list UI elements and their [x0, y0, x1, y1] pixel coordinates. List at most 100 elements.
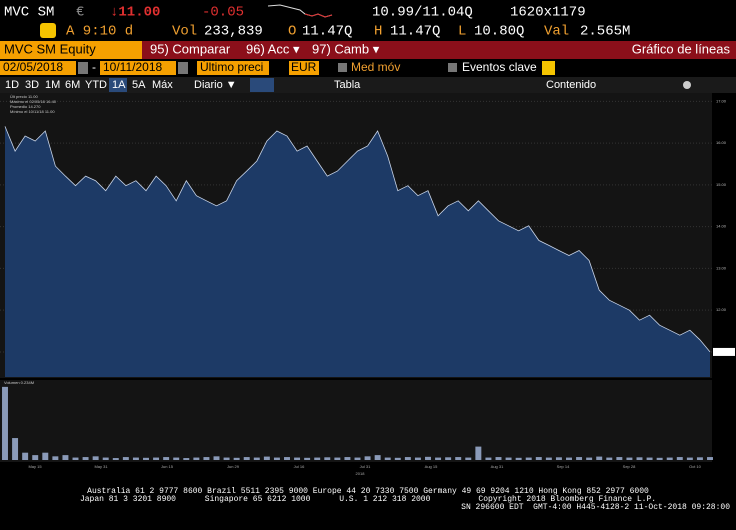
- volume-bar: [284, 457, 290, 460]
- y-tick-label: 16.00: [716, 140, 727, 145]
- open-label: O: [288, 24, 296, 40]
- checkbox[interactable]: [338, 63, 347, 72]
- volume-bar: [163, 457, 170, 460]
- legend-entry: Promedio 14.270: [10, 104, 41, 109]
- y-tick-label: 14.00: [716, 224, 727, 229]
- line-tool[interactable]: [250, 78, 274, 92]
- volume-bar: [465, 457, 472, 460]
- volume-bar: [374, 455, 381, 460]
- start-date: 02/05/2018: [3, 60, 63, 74]
- period-button[interactable]: 6M: [65, 79, 80, 91]
- clock-icon: [40, 23, 56, 38]
- content-button[interactable]: Contenido: [546, 79, 596, 91]
- ticker: MVC SM: [4, 5, 54, 21]
- table-button[interactable]: Tabla: [334, 79, 361, 91]
- x-tick-label: Oct 10: [689, 464, 702, 469]
- volume-bar: [122, 457, 129, 460]
- volume-bar: [576, 457, 583, 460]
- end-input[interactable]: [100, 61, 176, 75]
- time: A 9:10 d: [66, 24, 133, 40]
- events: Eventos clave: [462, 60, 537, 74]
- volume-bar: [425, 456, 431, 460]
- volume-bar: [213, 456, 220, 460]
- y-tick-label: 12.00: [716, 307, 727, 312]
- volume-bar: [707, 457, 713, 460]
- volume-panel: [0, 380, 712, 462]
- volume-bar: [82, 457, 89, 460]
- open: 11.47Q: [302, 24, 352, 40]
- calendar-icon[interactable]: [78, 62, 88, 74]
- volume-bar: [12, 438, 19, 460]
- volume-bar: [445, 457, 452, 460]
- volume-bar: [384, 457, 391, 460]
- legend-entry: Últ precio 11.00: [10, 94, 38, 99]
- volume-bar: [515, 457, 522, 460]
- period-button[interactable]: 1A: [112, 79, 126, 91]
- volume-bar: [586, 457, 593, 460]
- period-button[interactable]: 5A: [132, 79, 146, 91]
- val-label: Val: [544, 24, 569, 40]
- volume-bar: [143, 457, 149, 460]
- low-label: L: [458, 24, 466, 40]
- volume-bar: [153, 457, 160, 460]
- val: 2.565M: [580, 24, 630, 40]
- last-price-box: [713, 347, 735, 356]
- calendar-icon[interactable]: [178, 62, 188, 74]
- volume-bar: [354, 457, 361, 460]
- last: ↓11.00: [110, 5, 160, 21]
- frequency[interactable]: Diario ▼: [194, 79, 237, 91]
- volume-bar: [193, 457, 200, 460]
- footer-line: Australia 61 2 9777 8600 Brazil 5511 239…: [87, 487, 649, 496]
- checkbox[interactable]: [448, 63, 457, 72]
- volume-bar: [656, 457, 663, 460]
- volume-bar: [32, 455, 39, 460]
- volume-bar: [183, 458, 190, 460]
- security-box[interactable]: [0, 41, 142, 59]
- volume-bar: [475, 446, 482, 460]
- volume-bar: [102, 457, 109, 460]
- x-tick-label: May 15: [28, 464, 42, 469]
- change-button[interactable]: 97) Camb ▾: [312, 41, 380, 56]
- volume-bar: [676, 457, 683, 460]
- period-button[interactable]: Máx: [152, 79, 173, 91]
- volume-bar: [304, 457, 311, 460]
- legend-entry: Máximo el 02/05/18 16.40: [10, 99, 57, 104]
- volume-bar: [364, 456, 371, 460]
- volume-bar: [72, 457, 79, 460]
- footer-line: SN 296600 EDT GMT-4:00 H445-4128-2 11-Oc…: [461, 503, 730, 512]
- volume-bar: [324, 457, 331, 460]
- year-label: 2018: [356, 471, 366, 476]
- volume-bar: [646, 457, 653, 460]
- field: Último preci: [200, 59, 263, 74]
- size: 1620x1179: [510, 5, 586, 21]
- period-button[interactable]: 1D: [5, 79, 19, 91]
- start-input[interactable]: [0, 61, 76, 75]
- actions-button[interactable]: 96) Acc ▾: [246, 41, 300, 56]
- volume-bar: [606, 457, 613, 460]
- volume-bar: [243, 457, 250, 460]
- period-bar: [0, 77, 736, 93]
- ccy-input[interactable]: [289, 61, 319, 75]
- period-button[interactable]: YTD: [85, 79, 107, 91]
- volume-bar: [535, 457, 542, 460]
- change: -0.05: [202, 5, 244, 21]
- x-tick-label: Jul 16: [294, 464, 305, 469]
- info-icon[interactable]: [542, 61, 555, 75]
- volume-bar: [616, 457, 623, 460]
- volume-bar: [666, 457, 673, 460]
- period-button[interactable]: 3D: [25, 79, 39, 91]
- price-area: [5, 126, 710, 378]
- compare-button[interactable]: 95) Comparar: [150, 41, 231, 56]
- volume-bar: [112, 458, 119, 460]
- settings-icon[interactable]: [683, 81, 691, 89]
- window-title: Gráfico de líneas: [632, 41, 731, 56]
- volume-bar: [52, 456, 59, 460]
- field-input[interactable]: [197, 61, 269, 75]
- volume-bar: [525, 457, 532, 460]
- x-tick-label: Jun 29: [227, 464, 240, 469]
- period-button[interactable]: 1M: [45, 79, 60, 91]
- y-tick-label: 17.00: [716, 98, 727, 103]
- volume-bar: [233, 457, 240, 460]
